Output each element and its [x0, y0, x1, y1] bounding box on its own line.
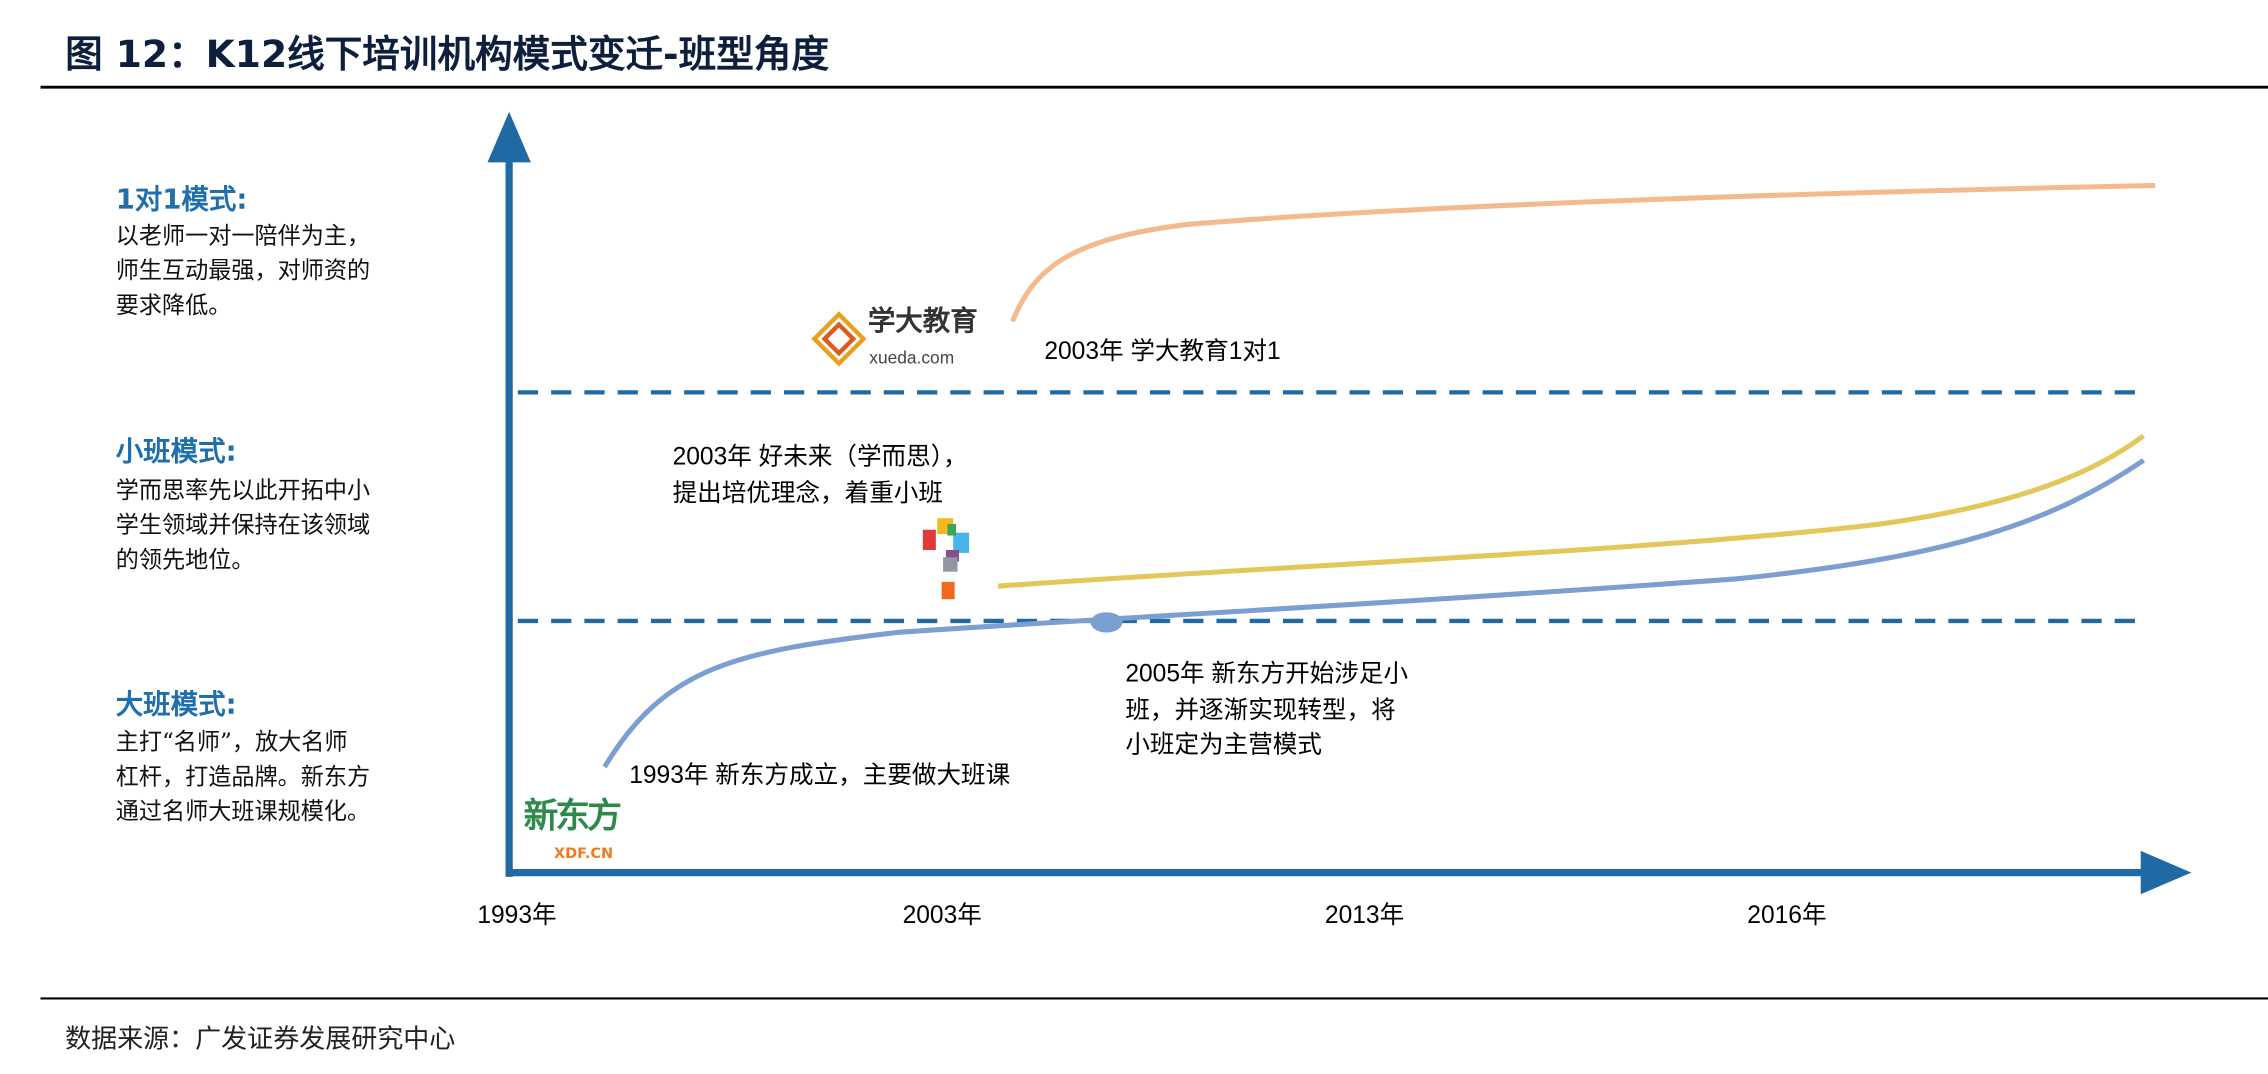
small-class-curve — [997, 433, 2146, 589]
mode-text: 的领先地位。 — [116, 547, 255, 573]
x-tick-label: 2013年 — [1325, 901, 1404, 929]
annotation-xdf-2005: 2005年 新东方开始涉足小 — [1125, 660, 1408, 688]
mode-one-on-one: 1对1模式: 以老师一对一陪伴为主， 师生互动最强，对师资的 要求降低。 — [116, 184, 370, 319]
mode-small-class: 小班模式: 学而思率先以此开拓中小 学生领域并保持在该领域 的领先地位。 — [116, 435, 370, 573]
xueda-logo-name: 学大教育 — [868, 305, 978, 337]
mode-text: 师生互动最强，对师资的 — [116, 258, 370, 284]
x-tick-label: 1993年 — [477, 901, 556, 929]
mode-text: 通过名师大班课规模化。 — [116, 799, 370, 825]
x-tick-label: 2003年 — [903, 901, 982, 929]
annotation-xdf-2005: 班，并逐渐实现转型，将 — [1125, 696, 1395, 724]
mode-heading: 1对1模式: — [116, 184, 248, 216]
mode-text: 要求降低。 — [116, 293, 232, 319]
x-tick-label: 2016年 — [1747, 901, 1826, 929]
annotation-xdf-2005: 小班定为主营模式 — [1125, 731, 1322, 759]
mode-text: 以老师一对一陪伴为主， — [116, 223, 370, 249]
annotation-tal: 提出培优理念，着重小班 — [673, 479, 943, 507]
annotation-tal: 2003年 好未来（学而思）， — [673, 443, 968, 471]
mode-text: 学而思率先以此开拓中小 — [116, 478, 370, 504]
xueda-logo: 学大教育 xueda.com — [811, 305, 978, 367]
tal-logo — [922, 518, 970, 600]
xdf-logo: 新东方 XDF.CN — [524, 797, 625, 862]
mode-text: 学生领域并保持在该领域 — [116, 513, 370, 539]
mode-text: 杠杆，打造品牌。新东方 — [116, 764, 370, 790]
page-title: 图 12：K12线下培训机构模式变迁-班型角度 — [65, 32, 829, 76]
xdf-logo-sub: XDF.CN — [554, 846, 613, 862]
large-class-curve — [602, 458, 2146, 769]
mode-text: 主打“名师”，放大名师 — [116, 730, 348, 756]
annotation-xueda: 2003年 学大教育1对1 — [1044, 337, 1280, 365]
transition-point — [1090, 612, 1123, 633]
mode-heading: 大班模式: — [116, 688, 237, 720]
xueda-logo-sub: xueda.com — [869, 347, 954, 367]
annotation-xdf-1993: 1993年 新东方成立，主要做大班课 — [629, 761, 1010, 789]
xdf-logo-name: 新东方 — [524, 797, 622, 837]
one-on-one-curve — [1010, 182, 2156, 323]
mode-large-class: 大班模式: 主打“名师”，放大名师 杠杆，打造品牌。新东方 通过名师大班课规模化… — [116, 688, 370, 825]
source-note: 数据来源：广发证券发展研究中心 — [65, 1025, 455, 1055]
mode-heading: 小班模式: — [116, 435, 237, 467]
